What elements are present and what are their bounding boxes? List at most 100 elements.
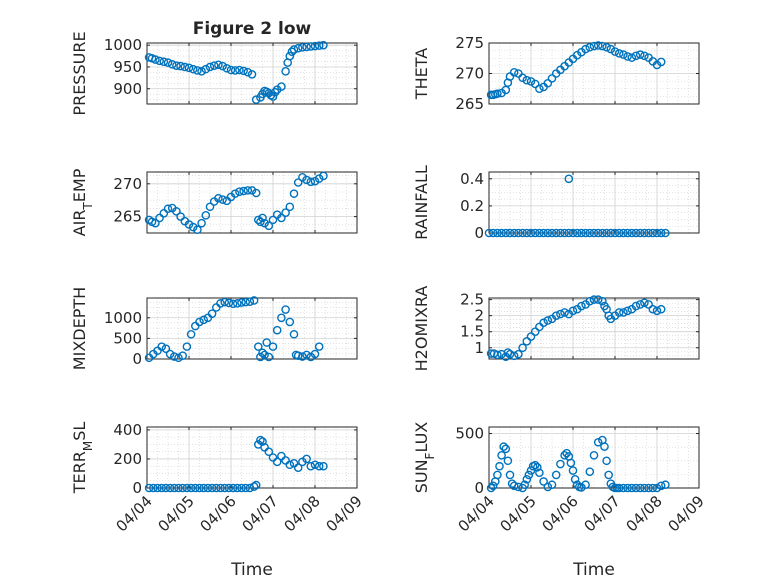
y-axis-label: THETA <box>412 48 431 100</box>
data-point <box>243 67 253 77</box>
data-point <box>159 57 169 67</box>
data-point <box>289 329 299 339</box>
data-point <box>560 451 569 460</box>
axes-box <box>146 171 358 234</box>
data-point <box>205 202 215 212</box>
data-point <box>614 228 624 238</box>
data-point <box>319 461 328 471</box>
data-point <box>484 228 494 238</box>
data-point <box>258 213 267 223</box>
data-point <box>539 477 548 486</box>
data-point <box>197 67 206 76</box>
data-point <box>230 189 240 198</box>
y-tick-label: 2.5 <box>460 291 484 309</box>
data-point <box>224 483 234 493</box>
data-point <box>195 317 204 327</box>
data-point <box>306 177 316 187</box>
data-point <box>635 228 645 238</box>
data-point <box>169 352 179 361</box>
data-point <box>249 482 259 491</box>
data-point <box>228 299 238 309</box>
data-point <box>151 218 160 228</box>
data-point <box>640 228 649 238</box>
data-point <box>585 228 595 238</box>
data-point <box>268 215 278 225</box>
data-point <box>593 437 603 447</box>
data-point <box>610 47 620 56</box>
data-point <box>635 483 645 493</box>
data-point <box>547 228 557 238</box>
data-point <box>148 483 158 493</box>
data-point <box>218 61 227 71</box>
data-point <box>270 87 280 97</box>
panel-mixdepth: 0 500 1000 MIXDEPTH <box>70 287 358 370</box>
data-point <box>174 483 183 493</box>
data-point <box>589 228 599 238</box>
data-point <box>656 304 666 314</box>
data-point <box>214 193 223 203</box>
y-tick-label: 270 <box>455 65 484 83</box>
data-point <box>547 480 557 490</box>
data-point <box>602 42 611 52</box>
data-point <box>144 483 154 493</box>
y-tick-label: 950 <box>113 58 142 76</box>
data-point <box>635 300 645 309</box>
data-point <box>623 228 632 238</box>
data-point <box>526 77 536 86</box>
data-point <box>577 228 586 238</box>
data-point <box>499 442 509 451</box>
data-point <box>220 483 229 493</box>
y-tick-label: 275 <box>455 34 484 52</box>
data-point <box>610 228 620 238</box>
data-point <box>493 89 502 98</box>
data-point <box>167 60 177 69</box>
data-point <box>530 79 540 89</box>
data-point <box>203 483 213 493</box>
data-point <box>614 49 624 58</box>
data-point <box>232 299 242 308</box>
data-point <box>241 483 250 493</box>
data-point <box>543 316 553 325</box>
data-point <box>247 186 257 195</box>
data-point <box>539 318 548 328</box>
data-point <box>581 44 590 54</box>
y-tick-label: 0 <box>132 479 142 497</box>
data-point <box>564 228 574 238</box>
data-point <box>188 222 198 232</box>
data-point <box>589 451 599 460</box>
y-tick-label: 0.2 <box>460 197 484 215</box>
data-point <box>182 483 192 493</box>
data-point <box>560 228 569 238</box>
y-tick-label: 500 <box>455 425 484 443</box>
data-point <box>501 444 511 454</box>
data-point <box>310 176 320 186</box>
y-tick-label: 1000 <box>104 36 142 54</box>
data-point <box>533 463 542 472</box>
data-point <box>293 43 303 53</box>
data-point <box>260 350 269 360</box>
data-point <box>293 178 303 187</box>
data-point <box>602 456 611 466</box>
data-point <box>585 42 595 52</box>
data-point <box>539 228 548 238</box>
data-point <box>551 311 561 320</box>
y-tick-label: 0 <box>132 350 142 368</box>
x-axis-label-right: Time <box>572 560 615 580</box>
data-point <box>526 332 536 341</box>
data-point <box>509 67 519 77</box>
figure-title: Figure 2 low <box>193 19 312 39</box>
data-point <box>501 228 511 238</box>
data-point <box>556 228 565 238</box>
data-point <box>635 50 645 59</box>
data-point <box>619 483 628 493</box>
data-point <box>509 228 519 238</box>
x-tick-label: 04/04 <box>113 492 156 535</box>
data-point <box>619 50 628 59</box>
data-point <box>614 308 624 317</box>
data-point <box>598 228 607 238</box>
y-tick-label: 0.4 <box>460 170 484 188</box>
y-tick-label: 0 <box>474 479 484 497</box>
data-point <box>314 41 324 50</box>
data-point <box>568 228 578 238</box>
